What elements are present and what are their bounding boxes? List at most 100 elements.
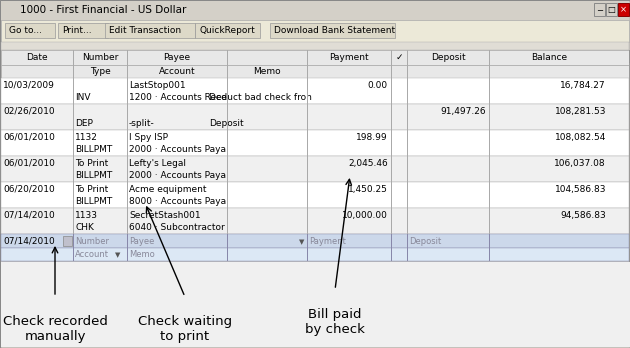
Text: 1132: 1132 xyxy=(75,133,98,142)
Text: 10/03/2009: 10/03/2009 xyxy=(3,81,55,90)
Bar xyxy=(488,234,490,261)
Text: 106,037.08: 106,037.08 xyxy=(554,159,606,168)
Text: ✓: ✓ xyxy=(395,53,403,62)
Text: Payee: Payee xyxy=(129,237,154,246)
Bar xyxy=(1,156,629,182)
Text: Type: Type xyxy=(89,67,110,76)
Text: CHK: CHK xyxy=(75,223,94,232)
Bar xyxy=(406,78,408,104)
Text: Print...: Print... xyxy=(62,26,91,35)
Text: 108,281.53: 108,281.53 xyxy=(554,107,606,116)
Bar xyxy=(72,182,74,208)
Bar xyxy=(1,20,629,42)
Text: SecretStash001: SecretStash001 xyxy=(129,211,200,220)
Text: Payee: Payee xyxy=(163,53,190,62)
Bar xyxy=(406,156,408,182)
Bar xyxy=(270,23,395,38)
Bar xyxy=(72,208,74,234)
Bar xyxy=(406,104,408,130)
Bar xyxy=(406,182,408,208)
Bar xyxy=(488,182,490,208)
Text: Memo: Memo xyxy=(129,250,155,259)
Text: Check waiting
to print: Check waiting to print xyxy=(138,315,232,343)
Text: 6040 · Subcontractor: 6040 · Subcontractor xyxy=(129,223,225,232)
Text: □: □ xyxy=(607,5,616,14)
Text: Deposit: Deposit xyxy=(409,237,441,246)
Text: DEP: DEP xyxy=(75,119,93,128)
Text: Number: Number xyxy=(82,53,118,62)
Text: Deduct bad check fron: Deduct bad check fron xyxy=(209,93,312,102)
Bar xyxy=(5,23,55,38)
Bar xyxy=(629,249,630,261)
Text: -split-: -split- xyxy=(129,119,155,128)
Text: 104,586.83: 104,586.83 xyxy=(554,185,606,194)
Bar xyxy=(406,130,408,156)
Text: Memo: Memo xyxy=(253,67,281,76)
Text: 2000 · Accounts Paya: 2000 · Accounts Paya xyxy=(129,145,226,154)
Bar xyxy=(406,234,408,261)
Bar xyxy=(406,65,408,78)
Text: 2000 · Accounts Paya: 2000 · Accounts Paya xyxy=(129,171,226,180)
Text: BILLPMT: BILLPMT xyxy=(75,145,112,154)
Bar xyxy=(72,234,74,261)
Text: Payment: Payment xyxy=(309,237,346,246)
Bar xyxy=(1,182,629,208)
Text: Check recorded
manually: Check recorded manually xyxy=(3,315,108,343)
Text: 1000 - First Financial - US Dollar: 1000 - First Financial - US Dollar xyxy=(20,5,186,15)
Bar xyxy=(406,50,408,65)
Text: Number: Number xyxy=(75,237,109,246)
Text: 06/01/2010: 06/01/2010 xyxy=(3,159,55,168)
Text: ─: ─ xyxy=(597,5,602,14)
Bar xyxy=(1,1,629,20)
Text: ▼: ▼ xyxy=(299,239,304,245)
Bar xyxy=(629,50,630,62)
Text: Deposit: Deposit xyxy=(209,119,244,128)
Text: 91,497.26: 91,497.26 xyxy=(440,107,486,116)
Text: Account: Account xyxy=(75,250,109,259)
Text: 1133: 1133 xyxy=(75,211,98,220)
Bar xyxy=(1,248,629,261)
Bar xyxy=(1,78,629,104)
Text: 16,784.27: 16,784.27 xyxy=(560,81,606,90)
Bar xyxy=(1,208,629,234)
Bar xyxy=(1,50,629,65)
Bar xyxy=(488,130,490,156)
Text: To Print: To Print xyxy=(75,159,108,168)
Bar xyxy=(58,23,108,38)
Bar xyxy=(488,208,490,234)
Text: 1200 · Accounts Rece: 1200 · Accounts Rece xyxy=(129,93,227,102)
Text: 07/14/2010: 07/14/2010 xyxy=(3,211,55,220)
Text: Lefty's Legal: Lefty's Legal xyxy=(129,159,186,168)
Bar xyxy=(488,65,490,78)
Text: Bill paid
by check: Bill paid by check xyxy=(305,308,365,336)
Bar xyxy=(63,236,72,246)
Bar xyxy=(72,130,74,156)
Text: Balance: Balance xyxy=(531,53,567,62)
Bar xyxy=(1,130,629,156)
Text: Go to...: Go to... xyxy=(9,26,42,35)
Text: Payment: Payment xyxy=(329,53,369,62)
Bar xyxy=(629,50,630,261)
Bar xyxy=(1,64,629,65)
Bar xyxy=(72,78,74,104)
Text: 94,586.83: 94,586.83 xyxy=(560,211,606,220)
Text: 108,082.54: 108,082.54 xyxy=(554,133,606,142)
Text: 07/14/2010: 07/14/2010 xyxy=(3,237,55,246)
Text: Edit Transaction: Edit Transaction xyxy=(109,26,181,35)
Bar xyxy=(594,3,605,16)
Text: BILLPMT: BILLPMT xyxy=(75,197,112,206)
Bar xyxy=(488,50,490,65)
Text: Date: Date xyxy=(26,53,48,62)
Bar xyxy=(1,42,629,50)
Text: Download Bank Statement: Download Bank Statement xyxy=(274,26,395,35)
Text: ×: × xyxy=(620,5,627,14)
Bar xyxy=(1,234,629,248)
Text: 198.99: 198.99 xyxy=(357,133,388,142)
Text: 0.00: 0.00 xyxy=(368,81,388,90)
Text: Deposit: Deposit xyxy=(431,53,466,62)
Bar xyxy=(1,104,629,130)
Bar xyxy=(72,50,74,65)
Bar xyxy=(72,104,74,130)
Bar xyxy=(618,3,629,16)
Bar xyxy=(488,78,490,104)
